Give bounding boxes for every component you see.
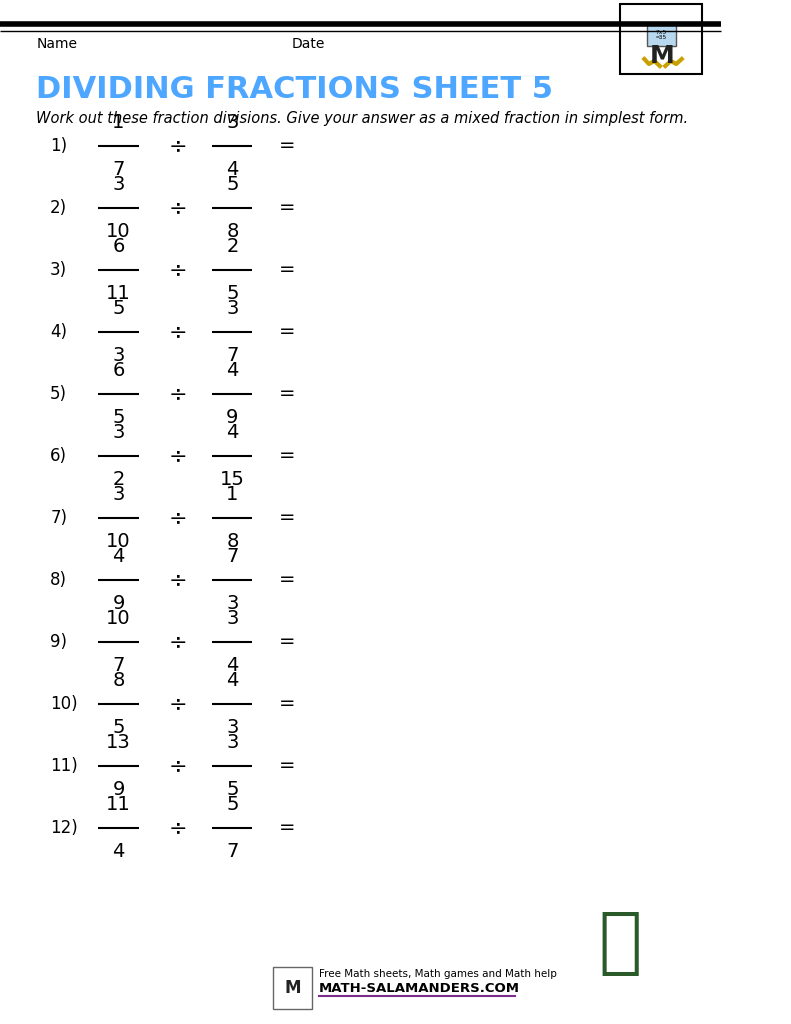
Text: Work out these fraction divisions. Give your answer as a mixed fraction in simpl: Work out these fraction divisions. Give … [36,112,689,127]
Text: 9): 9) [50,633,67,651]
Text: 3: 3 [112,485,125,504]
Text: =: = [279,384,295,403]
Text: 9: 9 [112,594,125,613]
Text: 4: 4 [226,671,239,690]
Text: 3: 3 [112,423,125,442]
Text: 4: 4 [226,423,239,442]
FancyBboxPatch shape [274,967,312,1009]
Text: 12): 12) [50,819,78,837]
Text: =: = [279,818,295,838]
Text: 7: 7 [112,656,125,675]
Text: 1: 1 [112,113,125,132]
Text: 15: 15 [220,470,245,489]
Text: 9: 9 [226,408,239,427]
Text: =: = [279,694,295,714]
Text: =: = [279,757,295,775]
Text: =: = [279,570,295,590]
Text: 4: 4 [226,361,239,380]
Text: 5: 5 [112,718,125,737]
Text: 5): 5) [50,385,67,403]
Text: 8: 8 [226,532,239,551]
Text: 5: 5 [112,408,125,427]
Text: ÷: ÷ [168,818,187,838]
Text: ÷: ÷ [168,136,187,156]
Text: 13: 13 [106,733,131,752]
Text: 7: 7 [112,160,125,179]
Text: ÷: ÷ [168,322,187,342]
Text: DIVIDING FRACTIONS SHEET 5: DIVIDING FRACTIONS SHEET 5 [36,75,554,103]
Text: 8: 8 [226,222,239,241]
Text: 2: 2 [226,237,239,256]
Text: 4: 4 [112,547,125,566]
Text: 3): 3) [50,261,67,279]
Text: 3: 3 [226,718,239,737]
Text: ÷: ÷ [168,632,187,652]
Text: 2): 2) [50,199,67,217]
Text: 1: 1 [226,485,239,504]
Text: Μ: Μ [649,44,674,68]
Text: =: = [279,446,295,466]
Text: 5: 5 [226,284,239,303]
Text: 10: 10 [106,532,131,551]
Text: 6): 6) [50,447,67,465]
Text: 10: 10 [106,609,131,628]
Text: 11): 11) [50,757,78,775]
Text: =: = [279,509,295,527]
Text: 7: 7 [226,547,239,566]
Text: =: = [279,260,295,280]
Text: 11: 11 [106,284,131,303]
Text: 7x5
=35: 7x5 =35 [656,30,668,40]
Text: 4: 4 [112,842,125,861]
Text: =: = [279,199,295,217]
Text: ÷: ÷ [168,508,187,528]
Text: ÷: ÷ [168,694,187,714]
Text: MATH-SALAMANDERS.COM: MATH-SALAMANDERS.COM [319,982,520,995]
Text: 1): 1) [50,137,67,155]
Text: 10: 10 [106,222,131,241]
Text: 5: 5 [112,299,125,318]
Text: Μ: Μ [284,979,301,997]
FancyBboxPatch shape [647,24,676,46]
Text: 3: 3 [226,733,239,752]
Text: 7: 7 [226,346,239,365]
Text: 3: 3 [226,113,239,132]
Text: 3: 3 [226,299,239,318]
Text: 6: 6 [112,237,125,256]
Text: 11: 11 [106,795,131,814]
Text: ÷: ÷ [168,198,187,218]
Text: Date: Date [292,37,325,51]
Text: 4: 4 [226,160,239,179]
Text: 5: 5 [226,175,239,194]
Text: 3: 3 [112,346,125,365]
Text: ÷: ÷ [168,446,187,466]
Text: 🦎: 🦎 [598,909,642,979]
Text: 7: 7 [226,842,239,861]
Text: 4: 4 [226,656,239,675]
Text: 9: 9 [112,780,125,799]
Text: 6: 6 [112,361,125,380]
Text: ÷: ÷ [168,260,187,280]
Text: 2: 2 [112,470,125,489]
Text: 3: 3 [112,175,125,194]
Text: 7): 7) [50,509,67,527]
Text: =: = [279,323,295,341]
Text: ÷: ÷ [168,384,187,404]
Text: Free Math sheets, Math games and Math help: Free Math sheets, Math games and Math he… [319,969,557,979]
Text: 3: 3 [226,594,239,613]
Text: ÷: ÷ [168,570,187,590]
Text: 8): 8) [50,571,67,589]
Text: 10): 10) [50,695,78,713]
Text: 4): 4) [50,323,67,341]
Text: =: = [279,136,295,156]
FancyBboxPatch shape [619,4,702,74]
Text: 5: 5 [226,795,239,814]
Text: 5: 5 [226,780,239,799]
Text: 3: 3 [226,609,239,628]
Text: 8: 8 [112,671,125,690]
Text: =: = [279,633,295,651]
Text: Name: Name [36,37,78,51]
Text: ÷: ÷ [168,756,187,776]
